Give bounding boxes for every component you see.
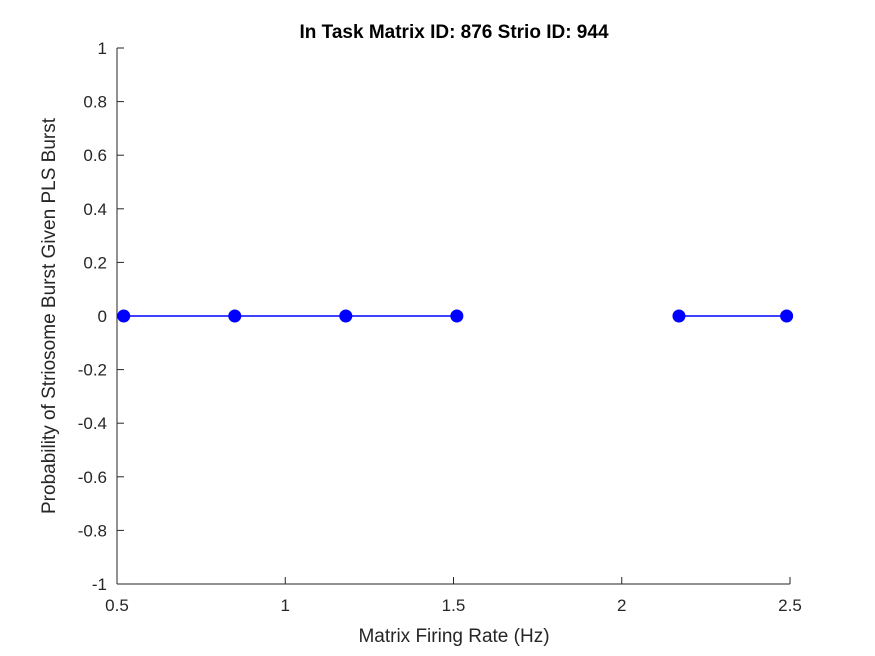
y-tick-label: 0.8 bbox=[83, 93, 107, 112]
x-tick-label: 1.5 bbox=[442, 596, 466, 615]
chart-title: In Task Matrix ID: 876 Strio ID: 944 bbox=[299, 22, 608, 43]
y-tick-label: 1 bbox=[98, 39, 107, 58]
y-tick-label: 0.2 bbox=[83, 253, 107, 272]
x-axis-label: Matrix Firing Rate (Hz) bbox=[358, 626, 549, 647]
x-tick-label: 2.5 bbox=[778, 596, 802, 615]
data-point bbox=[450, 309, 464, 323]
y-tick-label: -0.8 bbox=[78, 521, 107, 540]
x-tick-label: 2 bbox=[617, 596, 626, 615]
y-axis-label: Probability of Striosome Burst Given PLS… bbox=[39, 117, 60, 514]
y-tick-label: -0.2 bbox=[78, 361, 107, 380]
x-tick-label: 0.5 bbox=[105, 596, 129, 615]
data-point bbox=[228, 309, 242, 323]
y-tick-label: -0.6 bbox=[78, 468, 107, 487]
data-point bbox=[672, 309, 686, 323]
y-tick-label: -0.4 bbox=[78, 414, 107, 433]
x-tick-label: 1 bbox=[281, 596, 290, 615]
y-tick-label: -1 bbox=[92, 575, 107, 594]
y-tick-label: 0.4 bbox=[83, 200, 107, 219]
plot-area: 0.5 1 1.5 2 2.5 -1 -0.8 -0.6 -0.4 -0.2 0 0.2 0.4 0.6 0… bbox=[78, 39, 802, 615]
data-point bbox=[117, 309, 131, 323]
y-tick-label: 0 bbox=[98, 307, 107, 326]
y-tick-label: 0.6 bbox=[83, 146, 107, 165]
data-point bbox=[339, 309, 353, 323]
data-point bbox=[780, 309, 794, 323]
